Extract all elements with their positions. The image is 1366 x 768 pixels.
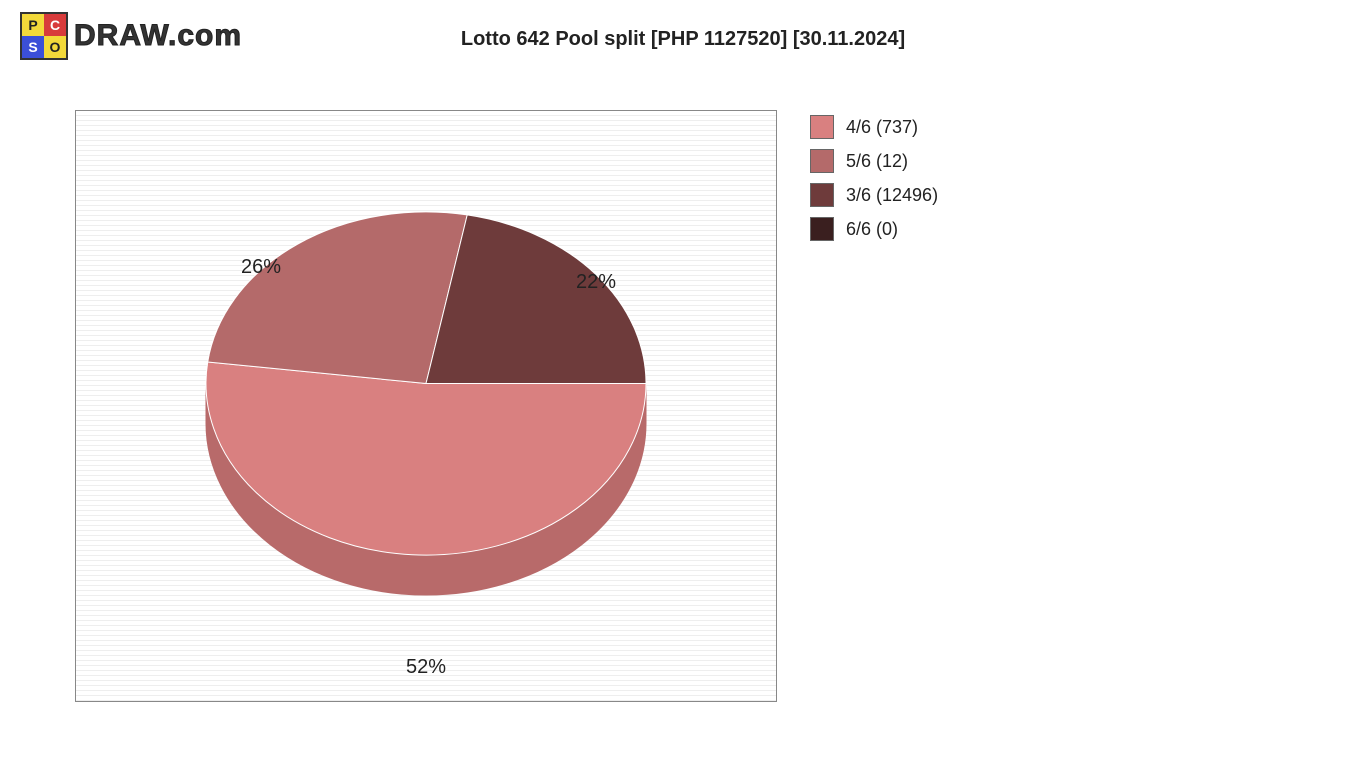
pie-pct-label: 26% — [241, 256, 281, 279]
pie-svg — [186, 154, 666, 654]
legend-swatch — [810, 149, 834, 173]
legend-swatch — [810, 217, 834, 241]
legend-item: 4/6 (737) — [810, 115, 938, 139]
legend: 4/6 (737) 5/6 (12) 3/6 (12496) 6/6 (0) — [810, 115, 938, 251]
legend-label: 5/6 (12) — [846, 151, 908, 172]
legend-label: 4/6 (737) — [846, 117, 918, 138]
legend-swatch — [810, 115, 834, 139]
pie-chart-frame: 52% 26% 22% — [75, 110, 777, 702]
pie-slice — [208, 212, 467, 384]
pie-pct-label: 22% — [576, 271, 616, 294]
legend-item: 3/6 (12496) — [810, 183, 938, 207]
legend-label: 3/6 (12496) — [846, 185, 938, 206]
legend-item: 5/6 (12) — [810, 149, 938, 173]
pie-chart — [186, 154, 666, 659]
pie-pct-label: 52% — [406, 656, 446, 679]
chart-title: Lotto 642 Pool split [PHP 1127520] [30.1… — [0, 28, 1366, 51]
legend-item: 6/6 (0) — [810, 217, 938, 241]
legend-label: 6/6 (0) — [846, 219, 898, 240]
legend-swatch — [810, 183, 834, 207]
